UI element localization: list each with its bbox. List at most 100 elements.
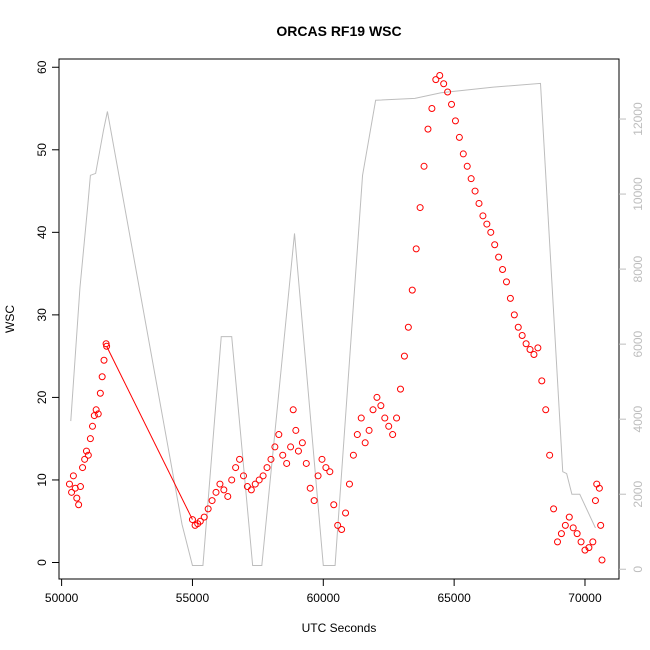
wsc-point: [393, 414, 401, 422]
wsc-point: [255, 476, 263, 484]
x-axis-title: UTC Seconds: [302, 621, 377, 635]
wsc-point: [455, 133, 463, 141]
wsc-point: [330, 501, 338, 509]
wsc-point: [591, 497, 599, 505]
x-tick-label: 50000: [45, 591, 79, 605]
wsc-point: [369, 406, 377, 414]
wsc-point: [247, 486, 255, 494]
y2-tick-label: 6000: [631, 330, 645, 357]
wsc-point: [68, 488, 76, 496]
wsc-point: [279, 451, 287, 459]
y-tick-label: 10: [35, 473, 49, 487]
y-tick-label: 50: [35, 143, 49, 157]
wsc-point: [597, 521, 605, 529]
wsc-point: [298, 439, 306, 447]
x-tick-label: 60000: [307, 591, 341, 605]
wsc-point: [538, 377, 546, 385]
wsc-point: [389, 431, 397, 439]
wsc-point: [94, 410, 102, 418]
wsc-points-series: [65, 72, 606, 564]
wsc-point: [546, 451, 554, 459]
wsc-point: [506, 294, 514, 302]
wsc-point: [518, 332, 526, 340]
wsc-point: [585, 544, 593, 552]
wsc-point: [102, 340, 110, 348]
wsc-point: [471, 187, 479, 195]
wsc-point: [475, 199, 483, 207]
wsc-point: [404, 323, 412, 331]
wsc-point: [569, 524, 577, 532]
wsc-point: [451, 117, 459, 125]
wsc-point: [294, 447, 302, 455]
wsc-point: [542, 406, 550, 414]
altitude-line: [70, 82, 596, 566]
wsc-point: [212, 488, 220, 496]
wsc-point: [573, 530, 581, 538]
wsc-connector-line: [106, 346, 193, 520]
wsc-point: [534, 344, 542, 352]
wsc-point: [502, 278, 510, 286]
wsc-point: [314, 472, 322, 480]
wsc-point: [499, 265, 507, 273]
wsc-point: [232, 464, 240, 472]
wsc-point: [554, 538, 562, 546]
wsc-point: [420, 162, 428, 170]
wsc-point: [495, 253, 503, 261]
wsc-point: [283, 459, 291, 467]
y2-tick-label: 8000: [631, 255, 645, 282]
wsc-point: [292, 426, 300, 434]
wsc-point: [396, 385, 404, 393]
wsc-connector-series: [106, 346, 193, 520]
wsc-point: [595, 484, 603, 492]
y2-tick-label: 2000: [631, 481, 645, 508]
wsc-point: [306, 484, 314, 492]
wsc-point: [530, 350, 538, 358]
wsc-point: [357, 414, 365, 422]
wsc-point: [81, 455, 89, 463]
wsc-point: [75, 501, 83, 509]
wsc-point: [200, 513, 208, 521]
wsc-point: [589, 538, 597, 546]
wsc-point: [353, 431, 361, 439]
wsc-point: [550, 505, 558, 513]
wsc-point: [467, 175, 475, 183]
wsc-point: [196, 517, 204, 525]
wsc-point: [259, 472, 267, 480]
altitude-series: [70, 82, 596, 566]
wsc-point: [220, 486, 228, 494]
wsc-point: [86, 435, 94, 443]
x-tick-label: 65000: [437, 591, 471, 605]
wsc-point: [561, 521, 569, 529]
x-tick-label: 55000: [176, 591, 210, 605]
wsc-point: [577, 538, 585, 546]
wsc-point: [436, 72, 444, 80]
y-tick-label: 20: [35, 390, 49, 404]
wsc-point: [65, 480, 73, 488]
y2-tick-label: 12000: [631, 102, 645, 136]
y2-tick-label: 10000: [631, 177, 645, 211]
plot-frame: [58, 58, 620, 580]
wsc-point: [463, 162, 471, 170]
wsc-point: [263, 464, 271, 472]
wsc-point: [318, 455, 326, 463]
wsc-point: [96, 389, 104, 397]
wsc-point: [416, 204, 424, 212]
wsc-point: [598, 556, 606, 564]
wsc-point: [90, 412, 98, 420]
wsc-point: [565, 513, 573, 521]
wsc-point: [103, 342, 111, 350]
wsc-point: [377, 402, 385, 410]
wsc-point: [92, 406, 100, 414]
wsc-point: [287, 443, 295, 451]
wsc-point: [224, 492, 232, 500]
wsc-point: [432, 76, 440, 84]
wsc-point: [385, 422, 393, 430]
wsc-point: [322, 464, 330, 472]
wsc-point: [208, 497, 216, 505]
wsc-point: [479, 212, 487, 220]
wsc-point: [514, 323, 522, 331]
y2-tick-label: 4000: [631, 406, 645, 433]
wsc-point: [522, 340, 530, 348]
wsc-point: [483, 220, 491, 228]
